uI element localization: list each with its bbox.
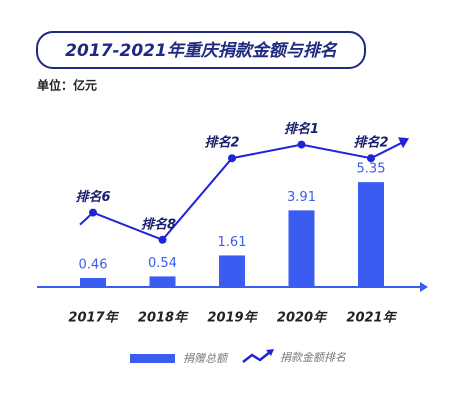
bar <box>219 255 245 287</box>
axis-arrow <box>420 282 428 292</box>
legend-line <box>242 351 271 363</box>
rank-label: 排名1 <box>284 121 319 137</box>
bar <box>358 182 384 287</box>
rank-point <box>297 140 306 149</box>
rank-point <box>158 235 167 244</box>
legend-arrow <box>266 349 274 356</box>
legend-line-icon <box>242 349 274 363</box>
unit-label: 单位：亿元 <box>37 78 97 93</box>
bar <box>288 210 315 287</box>
line-arrow <box>398 137 409 149</box>
x-tick-label: 2018年 <box>138 310 189 326</box>
x-tick-label: 2019年 <box>207 310 258 326</box>
bar-value-label: 0.46 <box>79 257 108 272</box>
x-tick-label: 2020年 <box>277 310 328 326</box>
title-frame <box>36 31 366 69</box>
rank-point <box>228 154 236 163</box>
bar-value-label: 0.54 <box>148 256 177 271</box>
bar <box>80 277 106 287</box>
rank-label: 排名6 <box>75 189 110 205</box>
x-tick-label: 2017年 <box>68 310 119 326</box>
bar-value-label: 3.91 <box>287 190 316 205</box>
x-tick-label: 2021年 <box>346 310 397 326</box>
rank-label: 排名8 <box>141 216 176 232</box>
rank-point <box>89 208 97 217</box>
rank-label: 排名2 <box>204 135 239 151</box>
legend-label: 捐款金额排名 <box>280 351 347 364</box>
rank-label: 排名2 <box>353 135 388 151</box>
chart-title: 2017-2021年重庆捐款金额与排名 <box>65 41 338 61</box>
bar-value-label: 5.35 <box>357 162 386 177</box>
rank-point <box>367 154 375 163</box>
line-tail <box>370 141 404 160</box>
legend-bar-swatch <box>130 354 175 363</box>
legend-label: 捐赠总额 <box>183 352 229 365</box>
bar-value-label: 1.61 <box>218 235 247 250</box>
bar <box>149 276 176 287</box>
